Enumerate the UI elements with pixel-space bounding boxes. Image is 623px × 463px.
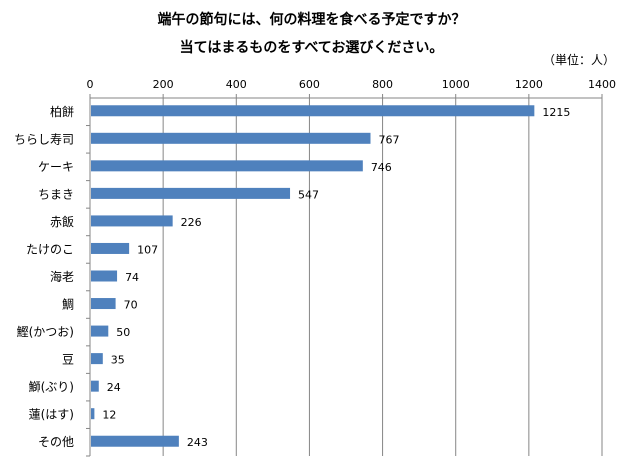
- x-tick-label: 1200: [515, 78, 543, 91]
- chart-title: 端午の節句には、何の料理を食べる予定ですか？: [157, 12, 466, 28]
- chart-subtitle: 当てはまるものをすべてお選びください。: [179, 40, 444, 56]
- bar: [91, 132, 371, 144]
- category-label: 赤飯: [50, 214, 74, 229]
- bar: [91, 435, 179, 447]
- data-label: 35: [111, 354, 125, 367]
- x-tick-label: 0: [87, 78, 94, 91]
- bar: [91, 408, 95, 420]
- bar: [91, 160, 363, 172]
- data-label: 50: [116, 326, 130, 339]
- data-label: 226: [181, 216, 202, 229]
- x-tick-label: 1400: [588, 78, 616, 91]
- data-label: 12: [102, 409, 116, 422]
- category-label: 柏餅: [50, 104, 74, 119]
- x-tick-label: 800: [372, 78, 393, 91]
- data-label: 107: [137, 243, 158, 256]
- data-label: 746: [371, 161, 392, 174]
- bar: [91, 325, 109, 337]
- bar: [91, 270, 118, 282]
- category-label: その他: [38, 435, 74, 449]
- data-label: 547: [298, 188, 319, 201]
- x-tick-label: 400: [226, 78, 247, 91]
- data-label: 767: [379, 133, 400, 146]
- data-label: 1215: [542, 106, 570, 119]
- data-label: 74: [125, 271, 139, 284]
- category-label: ケーキ: [38, 160, 74, 174]
- category-label: 鯛: [62, 298, 74, 312]
- category-label: 海老: [50, 269, 74, 284]
- category-label: ちまき: [38, 187, 74, 201]
- bar: [91, 353, 103, 365]
- category-label: ちらし寿司: [14, 132, 74, 146]
- x-tick-label: 600: [299, 78, 320, 91]
- bar: [91, 298, 116, 310]
- bar: [91, 187, 291, 199]
- bar: [91, 380, 99, 392]
- x-tick-label: 1000: [442, 78, 470, 91]
- data-label: 70: [124, 299, 138, 312]
- bar: [91, 105, 535, 117]
- bar: [91, 242, 130, 254]
- x-tick-label: 200: [153, 78, 174, 91]
- category-label: 蓮(はす): [29, 408, 74, 422]
- data-label: 243: [187, 436, 208, 449]
- category-label: たけのこ: [26, 242, 74, 256]
- category-label: 豆: [62, 353, 74, 367]
- bar: [91, 215, 173, 227]
- category-label: 鰹(かつお): [17, 325, 74, 339]
- unit-label: （単位：人）: [542, 53, 615, 67]
- data-label: 24: [107, 381, 121, 394]
- category-label: 鰤(ぶり): [29, 380, 74, 394]
